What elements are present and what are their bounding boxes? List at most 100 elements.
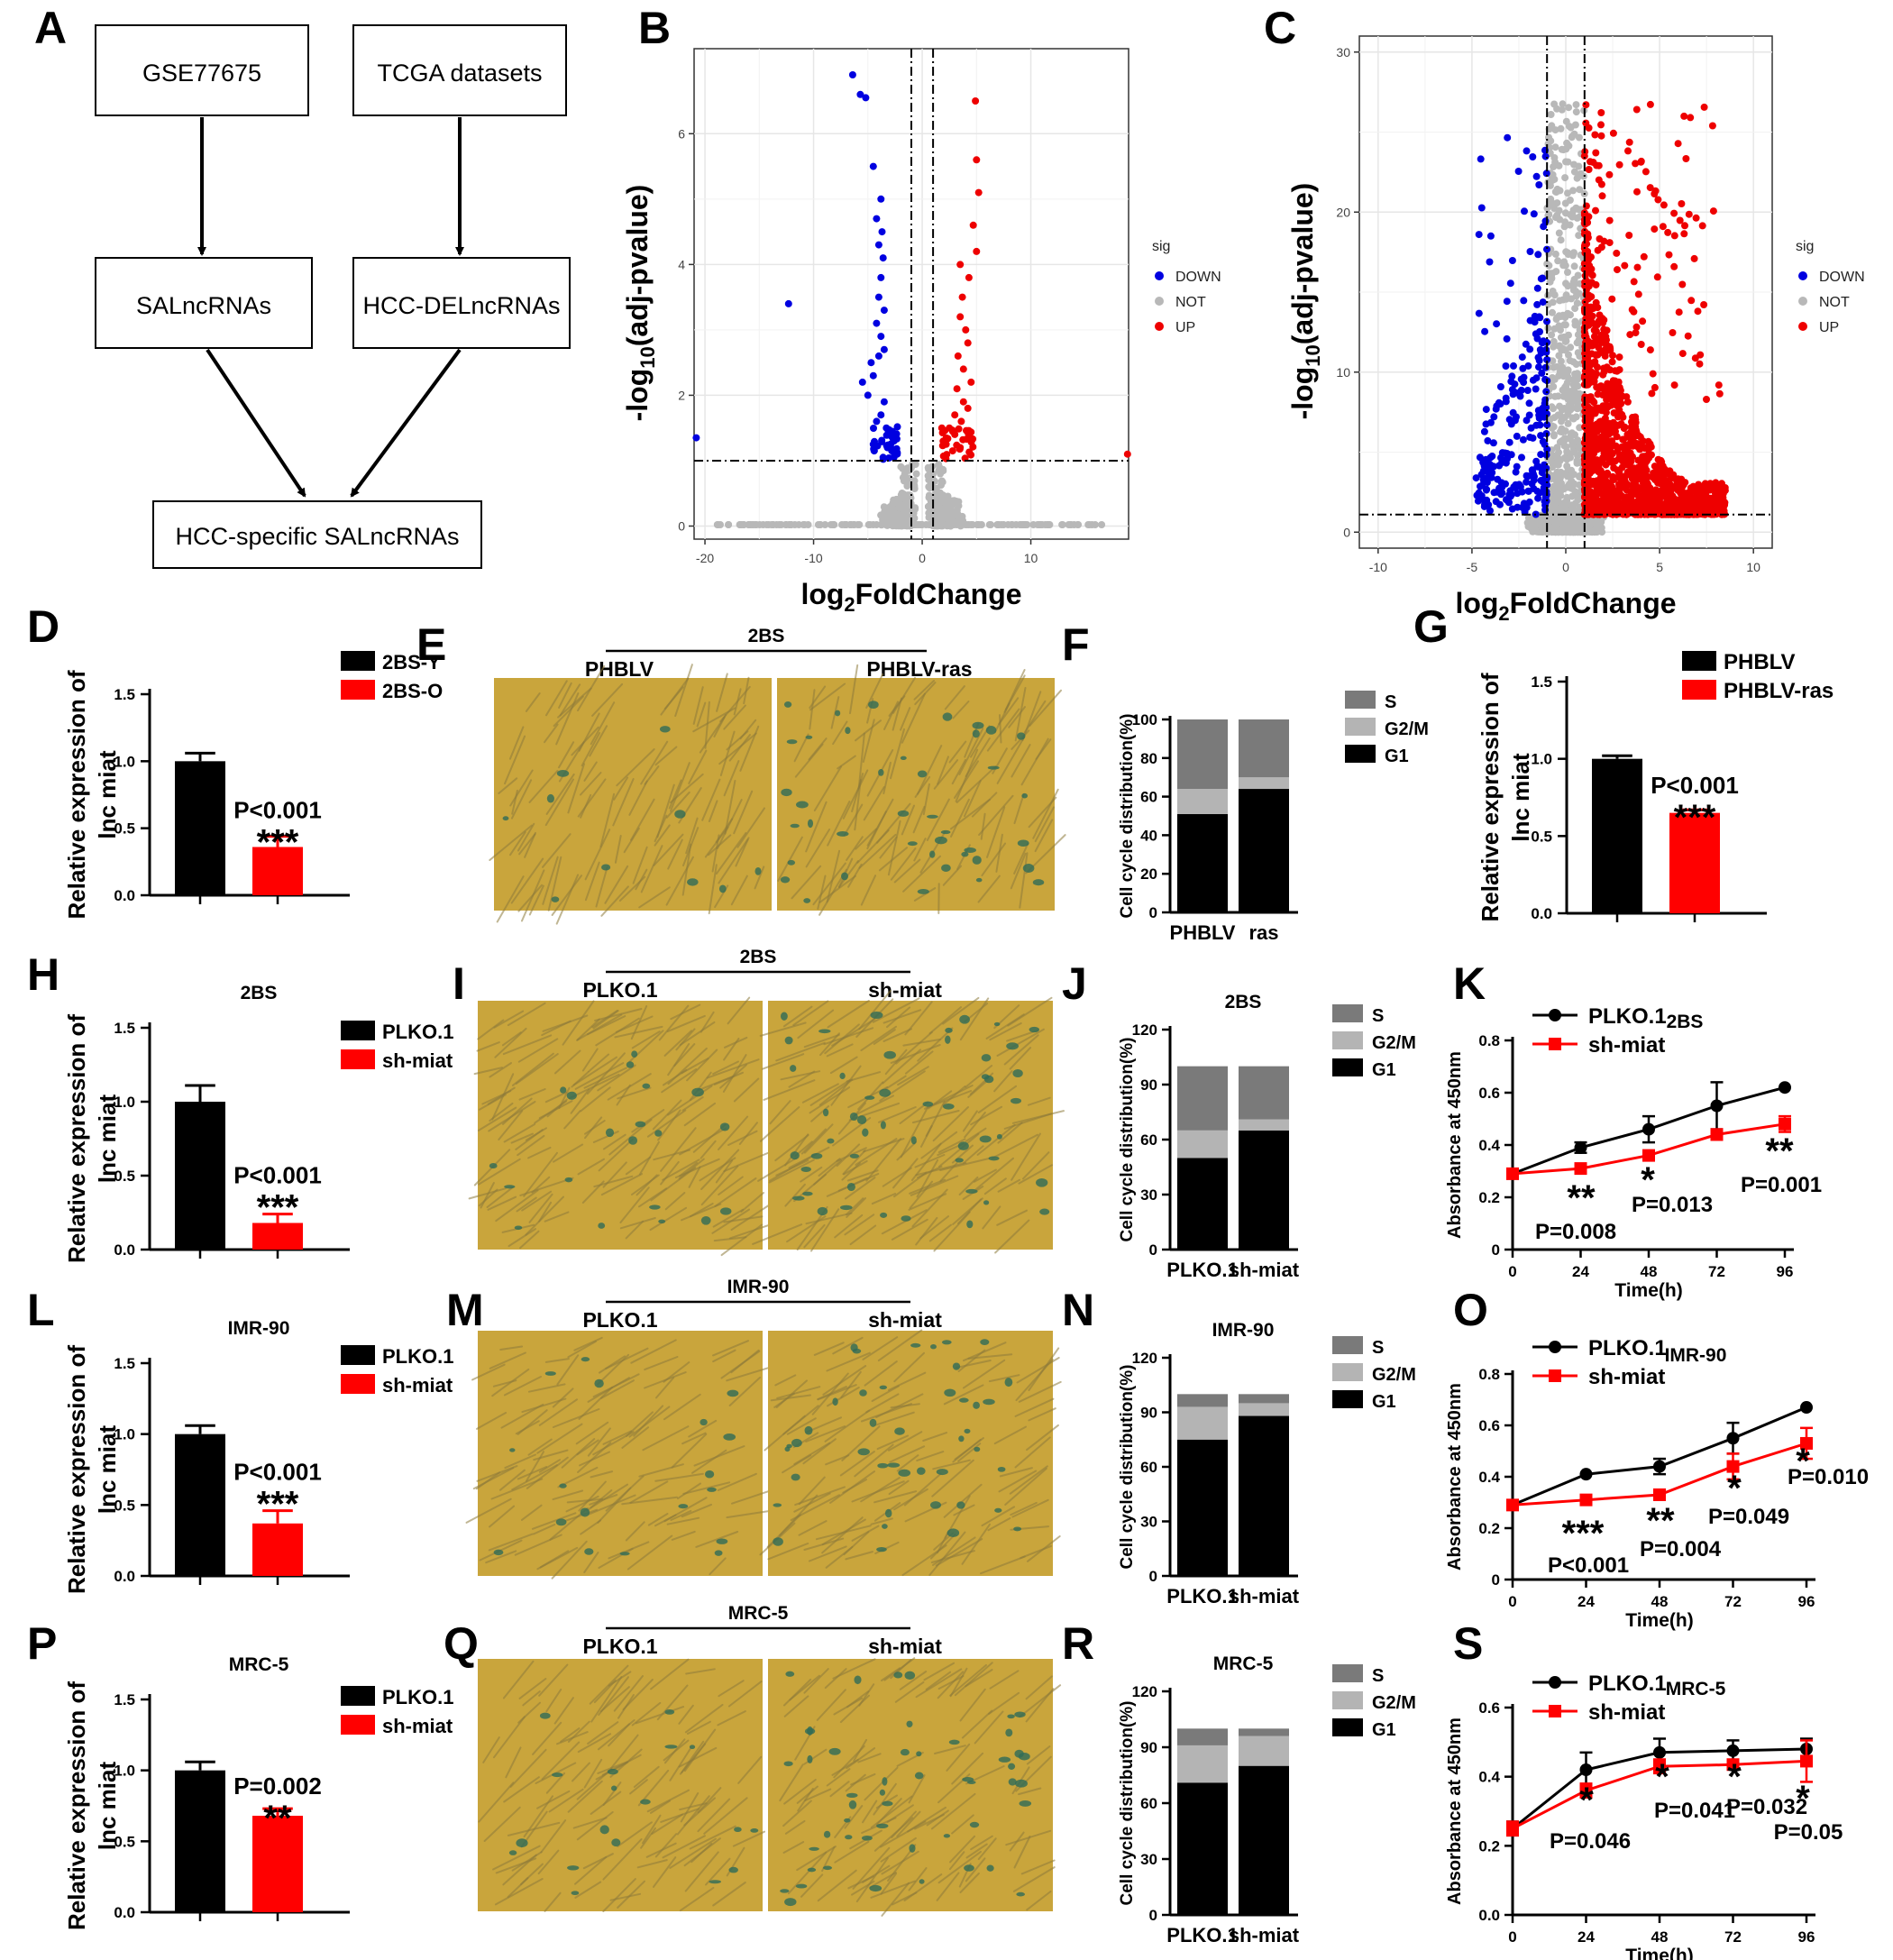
volcano-point-not: [1559, 372, 1568, 380]
volcano-point-not: [1555, 229, 1563, 237]
panel-letter-o: O: [1453, 1285, 1488, 1335]
volcano-point-not: [864, 521, 873, 528]
volcano-point-down: [1523, 472, 1531, 480]
y-tick-label: 4: [678, 257, 685, 271]
volcano-point-down: [1492, 498, 1500, 506]
y-tick-label: 0: [678, 518, 685, 533]
x-tick-label: 10: [1024, 551, 1038, 565]
legend-label: DOWN: [1175, 270, 1221, 285]
volcano-point-not: [944, 521, 952, 528]
volcano-point-not: [736, 521, 744, 528]
volcano-point-up: [967, 435, 975, 444]
volcano-point-not: [1571, 431, 1578, 439]
y-tick-label: 6: [678, 126, 685, 141]
panel-letter-j: J: [1062, 958, 1087, 1009]
volcano-point-up: [974, 188, 983, 197]
volcano-point-not: [1563, 472, 1571, 480]
volcano-point-not: [909, 521, 917, 528]
volcano-point-down: [1519, 435, 1527, 444]
volcano-point-down: [1505, 438, 1513, 446]
volcano-point-down: [1508, 257, 1516, 264]
volcano-point-down: [1524, 487, 1532, 495]
volcano-point-down: [1536, 489, 1543, 497]
volcano-point-up: [1585, 166, 1593, 173]
volcano-point-not: [935, 502, 943, 510]
volcano-point-down: [1518, 353, 1526, 362]
volcano-point-up: [1634, 290, 1642, 298]
volcano-point-down: [1504, 133, 1512, 142]
volcano-point-not: [1571, 305, 1579, 313]
volcano-point-up: [969, 443, 977, 451]
volcano-point-not: [1555, 352, 1563, 360]
volcano-point-down: [1483, 462, 1491, 470]
volcano-point-not: [816, 521, 824, 528]
volcano-point-up: [964, 339, 972, 347]
volcano-point-not: [1568, 484, 1576, 492]
volcano-point-down: [1532, 385, 1540, 393]
volcano-point-not: [1558, 425, 1566, 433]
volcano-point-up: [964, 404, 972, 412]
panel-letter-r: R: [1062, 1618, 1094, 1669]
volcano-point-not: [1559, 386, 1567, 394]
volcano-point-down: [1539, 339, 1546, 347]
volcano-point-not: [1568, 441, 1577, 449]
volcano-point-not: [925, 465, 933, 473]
volcano-point-down: [1482, 420, 1490, 428]
volcano-point-not: [1555, 342, 1563, 350]
volcano-point-not: [1561, 174, 1569, 182]
volcano-point-down: [1533, 284, 1541, 292]
volcano-point-not: [1575, 232, 1583, 240]
volcano-point-down: [1513, 463, 1521, 471]
volcano-point-up: [951, 411, 959, 419]
volcano-point-down: [1512, 481, 1520, 489]
volcano-point-down: [1503, 298, 1511, 306]
volcano-point-down: [870, 425, 877, 432]
volcano-point-down: [1477, 155, 1485, 163]
volcano-point-up: [956, 261, 965, 269]
volcano-point-up: [959, 365, 967, 373]
volcano-point-up: [1608, 295, 1616, 303]
volcano-point-not: [957, 521, 965, 528]
volcano-point-down: [1523, 417, 1531, 425]
volcano-point-down: [871, 437, 878, 445]
volcano-point-not: [1568, 525, 1576, 533]
volcano-point-not: [929, 510, 937, 518]
volcano-point-not: [1563, 447, 1571, 455]
volcano-point-not: [782, 521, 790, 528]
x-tick-label: 0: [919, 551, 926, 565]
volcano-point-not: [994, 521, 1002, 528]
volcano-point-up: [967, 378, 975, 386]
volcano-point-not: [746, 521, 754, 528]
volcano-point-up: [965, 273, 973, 281]
volcano-point-not: [1560, 223, 1568, 231]
volcano-point-up: [956, 313, 965, 321]
volcano-point-not: [1559, 100, 1567, 108]
volcano-point-down: [1541, 152, 1550, 160]
volcano-point-not: [1574, 382, 1582, 390]
volcano-point-down: [1534, 353, 1542, 362]
volcano-point-not: [1555, 448, 1562, 456]
legend-title: sig: [1152, 239, 1170, 254]
volcano-point-up: [969, 221, 977, 229]
volcano-point-down: [1518, 453, 1525, 462]
volcano-point-down: [1520, 297, 1528, 305]
volcano-point-not: [1020, 521, 1028, 528]
volcano-point-not: [925, 476, 933, 484]
volcano-point-down: [870, 446, 878, 454]
volcano-point-not: [1547, 137, 1555, 145]
volcano-point-down: [1533, 300, 1541, 308]
flow-box-salnc: [95, 257, 313, 349]
volcano-point-not: [1566, 357, 1574, 364]
legend-label: NOT: [1175, 295, 1206, 310]
volcano-point-not: [1551, 250, 1559, 258]
volcano-point-not: [1557, 236, 1565, 244]
volcano-point-not: [1555, 498, 1563, 506]
y-tick-label: 2: [678, 388, 685, 402]
volcano-point-not: [1565, 331, 1572, 339]
volcano-point-down: [887, 440, 895, 448]
volcano-point-up: [938, 429, 946, 436]
volcano-point-down: [692, 434, 700, 442]
volcano-point-down: [1532, 374, 1541, 382]
panel-letter-s: S: [1453, 1618, 1483, 1669]
legend-marker: [1155, 271, 1164, 280]
